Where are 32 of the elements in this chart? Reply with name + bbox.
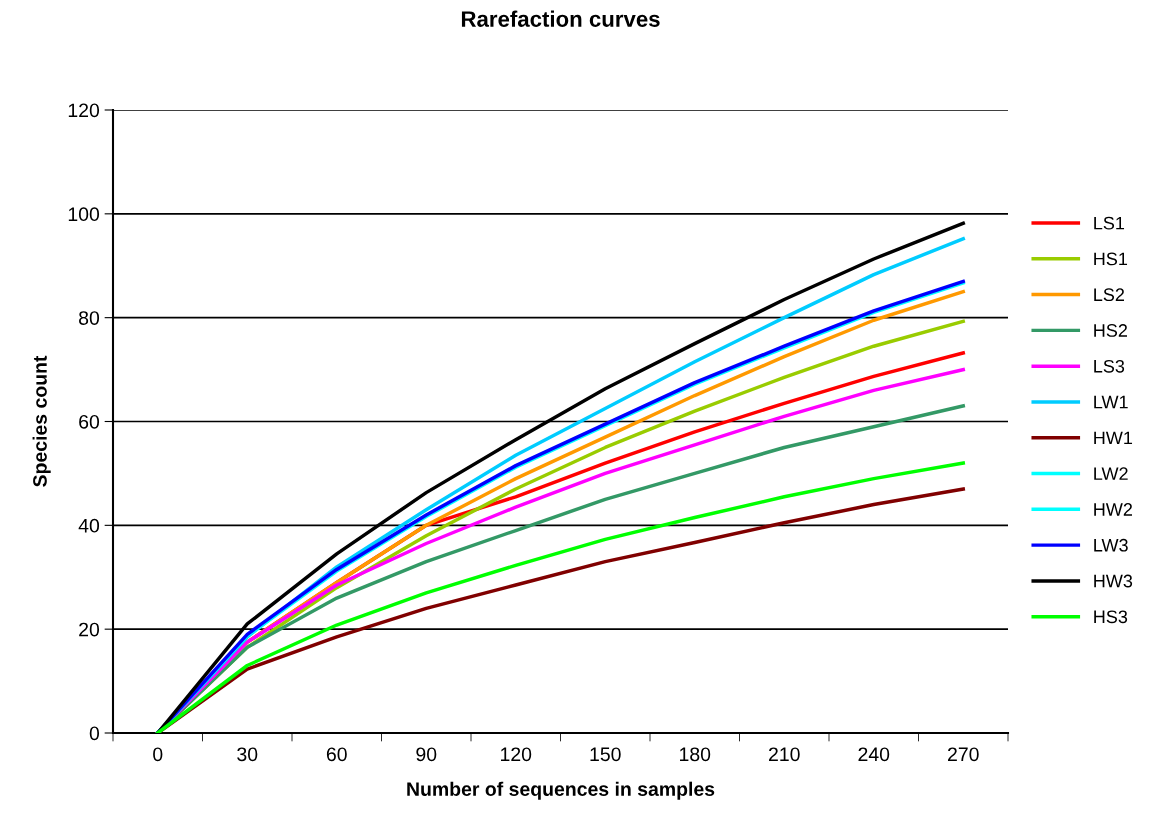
legend-label: LW1 <box>1094 395 1128 409</box>
x-tick-label: 270 <box>948 747 979 762</box>
x-tick-label: 240 <box>858 747 890 762</box>
x-tick-label: 180 <box>680 747 711 762</box>
y-axis-title: Species count <box>32 355 51 487</box>
chart-title: Rarefaction curves <box>461 10 660 27</box>
legend-label: LW2 <box>1094 467 1128 480</box>
y-tick-label: 80 <box>79 311 100 325</box>
legend-label: HW1 <box>1094 431 1133 445</box>
legend-label: HW2 <box>1094 503 1132 516</box>
legend-label: HS1 <box>1094 252 1128 266</box>
x-tick-label: 60 <box>326 747 347 762</box>
x-tick-label: 210 <box>769 747 800 762</box>
legend-label: LS2 <box>1094 288 1124 302</box>
y-tick-label: 60 <box>79 414 100 429</box>
legend-label: LW3 <box>1094 538 1128 552</box>
x-tick-label: 0 <box>153 747 163 762</box>
y-tick-label: 40 <box>78 518 100 533</box>
legend-label: HS3 <box>1094 610 1128 624</box>
legend-label: LS1 <box>1094 216 1125 230</box>
x-axis-title: Number of sequences in samples <box>407 781 715 800</box>
x-tick-label: 30 <box>237 747 258 762</box>
x-tick-label: 150 <box>590 747 621 762</box>
legend-label: HW3 <box>1094 574 1133 588</box>
legend-label: LS3 <box>1094 359 1125 373</box>
y-tick-label: 100 <box>68 207 100 222</box>
y-tick-label: 0 <box>89 726 100 741</box>
x-tick-label: 120 <box>501 747 532 762</box>
y-tick-label: 120 <box>68 103 100 118</box>
x-tick-label: 90 <box>416 747 437 762</box>
y-tick-label: 20 <box>79 622 100 637</box>
legend-label: HS2 <box>1094 324 1127 337</box>
